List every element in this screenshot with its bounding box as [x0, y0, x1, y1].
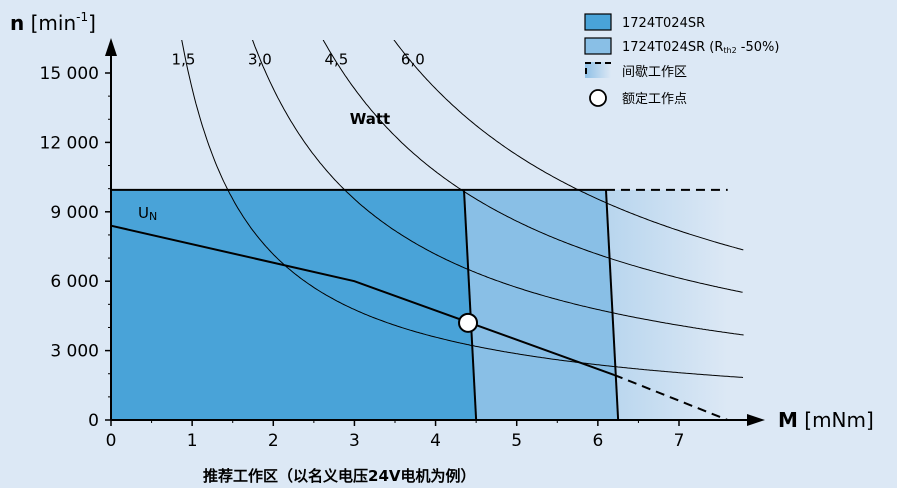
legend-label-operating-point: 额定工作点	[622, 92, 687, 107]
x-axis-title: M [mNm]	[778, 408, 874, 432]
power-labels: 1,5 3,0 4,5 6,0	[172, 50, 425, 68]
x-tick-label: 0	[106, 431, 117, 451]
y-tick-label: 6 000	[50, 272, 99, 292]
legend-swatch-intermittent-border	[585, 62, 611, 78]
x-tick-label: 6	[592, 431, 603, 451]
power-curve-label-3: 6,0	[401, 50, 425, 68]
footnote: 推荐工作区（以名义电压24V电机为例）	[203, 467, 476, 485]
legend: 1724T024SR 1724T024SR (Rth2 -50%) 间歇工作区 …	[584, 13, 779, 107]
y-tick-label: 15 000	[40, 64, 99, 84]
legend-label-continuous: 1724T024SR	[622, 16, 705, 31]
extended-region	[464, 189, 619, 420]
x-tick-label: 1	[187, 431, 198, 451]
voltage-curve	[110, 224, 615, 376]
extended-boundary	[604, 189, 620, 421]
y-tick-label: 9 000	[50, 203, 99, 223]
region-boundaries	[111, 188, 728, 421]
power-curve-label-1: 3,0	[248, 50, 272, 68]
axes	[105, 38, 765, 426]
power-curve-3	[393, 40, 744, 251]
y-tick-label: 0	[88, 411, 99, 431]
voltage-curve-extension	[613, 373, 729, 421]
y-axis-arrow	[105, 38, 117, 56]
voltage-curve-label: UN	[138, 204, 157, 223]
power-curve-2	[322, 40, 743, 293]
x-tick-label: 2	[268, 431, 279, 451]
power-curves	[181, 40, 744, 378]
legend-swatch-extended	[584, 37, 612, 55]
legend-swatch-continuous	[584, 13, 612, 31]
power-curve-label-2: 4,5	[324, 50, 348, 68]
power-curve-1	[251, 40, 744, 336]
x-tick-label: 7	[674, 431, 685, 451]
power-title: Watt	[350, 110, 390, 128]
y-ticks: 0 3 000 6 000 9 000 12 000 15 000	[40, 64, 111, 431]
legend-label-extended: 1724T024SR (Rth2 -50%)	[622, 40, 779, 55]
x-tick-label: 5	[511, 431, 522, 451]
x-axis-arrow	[747, 414, 765, 426]
legend-label-intermittent: 间歇工作区	[622, 65, 687, 80]
operating-point	[458, 312, 479, 333]
y-tick-label: 12 000	[40, 133, 99, 153]
x-tick-label: 3	[349, 431, 360, 451]
continuous-boundary	[462, 189, 478, 421]
y-axis-title: n [min-1]	[10, 10, 96, 35]
power-curve-label-0: 1,5	[172, 50, 196, 68]
x-ticks: 0 1 2 3 4 5 6 7	[106, 420, 685, 451]
y-tick-label: 3 000	[50, 342, 99, 362]
power-curve-0	[181, 40, 744, 378]
legend-operating-point	[589, 89, 607, 107]
x-tick-label: 4	[430, 431, 441, 451]
legend-swatch-intermittent	[585, 62, 611, 78]
